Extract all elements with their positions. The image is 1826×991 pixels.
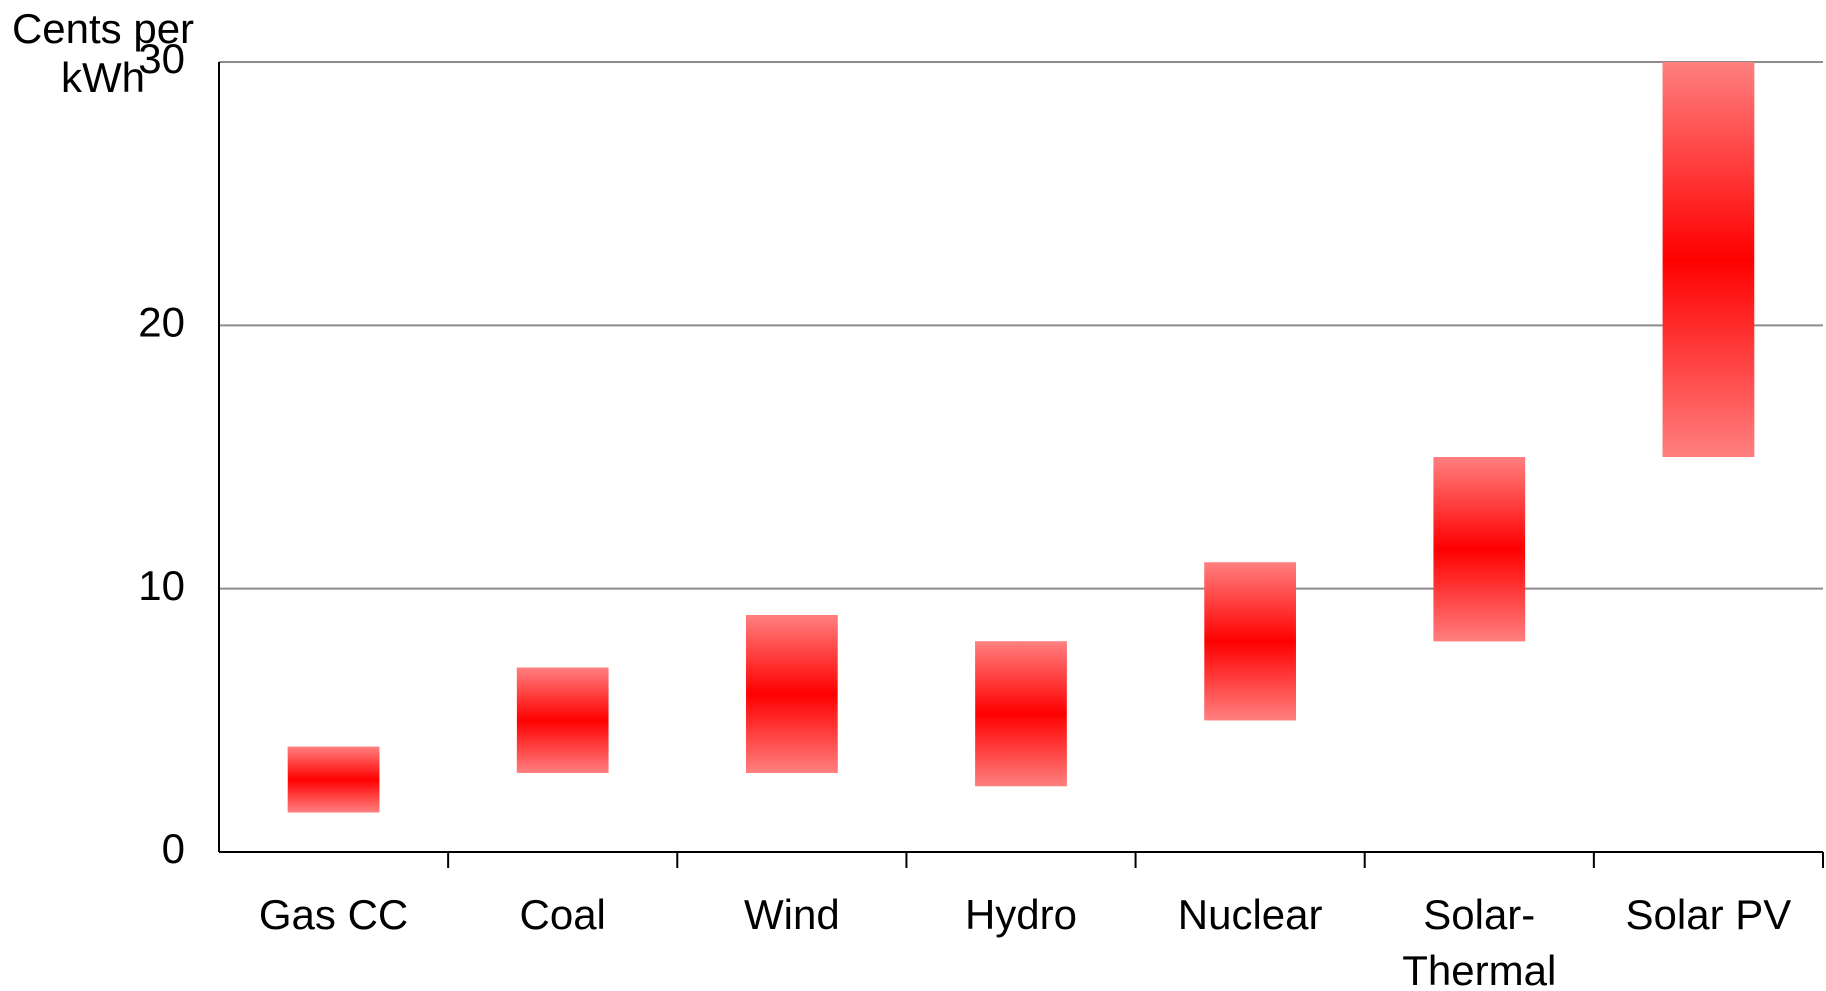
range-bar-shade (516, 667, 609, 773)
y-tick-label: 0 (162, 825, 185, 872)
x-tick-label: Solar PV (1625, 891, 1792, 938)
range-bar-shade (1204, 562, 1296, 721)
range-bar-shade (1662, 62, 1755, 457)
y-axis-label: Cents per kWh (11, 5, 195, 101)
y-tick-label: 10 (138, 562, 185, 609)
range-bar-shade (746, 615, 838, 773)
x-tick-label: Gas CC (258, 891, 409, 938)
y-tick-label: 20 (138, 298, 185, 345)
x-tick-label: Nuclear (1177, 891, 1323, 938)
x-tick-label: Hydro (964, 891, 1078, 938)
x-tick-label: Wind (743, 891, 840, 938)
x-tick-label: Coal (519, 891, 606, 938)
y-tick-label: 30 (138, 35, 185, 82)
range-bar-shade (975, 641, 1067, 787)
x-tick-label: Solar-Thermal (1402, 891, 1557, 991)
range-bar-shade (287, 746, 380, 813)
range-bar-shade (1433, 457, 1526, 642)
